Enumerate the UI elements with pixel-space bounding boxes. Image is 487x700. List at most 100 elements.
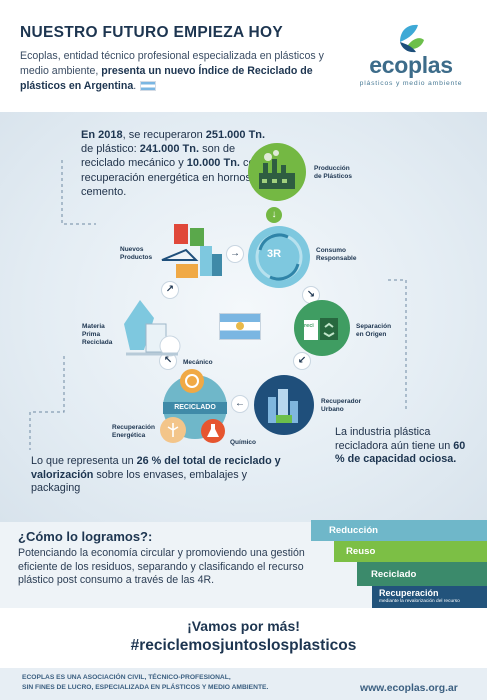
intro-text: Ecoplas, entidad técnico profesional esp… (20, 49, 340, 94)
footer (0, 668, 487, 700)
arrow-up-left-icon: ↖ (160, 353, 176, 369)
label-consumption-l2: Responsable (316, 255, 357, 263)
arrow-left-icon: ← (232, 396, 248, 412)
stat-idle-capacity: La industria plástica recicladora aún ti… (335, 426, 475, 467)
bar-recuperacion-sub: mediante la revalorización del recurso (379, 599, 460, 604)
intro-part1: Ecoplas, entidad técnico profesional esp… (20, 50, 324, 77)
label-consumption: Consumo Responsable (316, 247, 356, 263)
reciclado-label: RECICLADO (174, 404, 216, 411)
energy-circle (160, 417, 186, 443)
label-recovery-l2: Urbano (321, 406, 344, 414)
label-production-l1: Producción (314, 165, 350, 172)
label-recovery: Recuperador Urbano (321, 398, 361, 414)
page-title: NUESTRO FUTURO EMPIEZA HOY (20, 24, 283, 41)
how-title: ¿Cómo lo logramos?: (18, 529, 153, 544)
label-consumption-l1: Consumo (316, 247, 346, 254)
bar-reduccion-label: Reducción (329, 525, 379, 536)
pellets-bottles-icon (124, 300, 181, 357)
stat-top-t2: , se recuperaron (122, 129, 206, 141)
how-text: Potenciando la economía circular y promo… (18, 547, 305, 587)
bar-recuperacion-label: Recuperación (379, 588, 439, 598)
bar-reciclado: Reciclado (357, 562, 487, 586)
label-new-products-l2: Productos (120, 254, 153, 262)
intro-end: . (133, 80, 137, 92)
production-circle (248, 143, 306, 201)
factory-icon (259, 150, 295, 189)
arrow-down-icon: ↓ (266, 207, 282, 223)
label-recovery-l1: Recuperador (321, 398, 362, 405)
arrow-right-icon: → (227, 246, 243, 262)
stat-top-t6: son de reciclado mecánico y (81, 143, 236, 170)
bar-recuperacion: Recuperación mediante la revalorización … (372, 586, 487, 608)
recycling-bins-icon (304, 318, 338, 340)
reci-tag: reci (304, 323, 314, 329)
arrow-up-right-icon: ↗ (162, 282, 178, 298)
recycle-3r-icon (255, 233, 303, 281)
stat-left-t3: sobre los envases, embalajes y packaging (31, 468, 248, 495)
consumption-circle (248, 226, 310, 288)
slogan-section (0, 608, 487, 668)
label-energy-l1: Recuperación (112, 424, 155, 431)
logo-wordmark: ecoplas (369, 52, 453, 78)
intro-bold: presenta un nuevo Índice de Reciclado de… (20, 65, 313, 92)
chemical-circle (201, 419, 225, 443)
ecoplas-logo[interactable]: ecoplas plásticos y medio ambiente (356, 20, 466, 92)
gear-icon (185, 374, 199, 388)
footer-line1: ECOPLAS ES UNA ASOCIACIÓN CIVIL, TÉCNICO… (22, 674, 231, 681)
bar-reuso-label: Reuso (346, 546, 376, 557)
center-3r: 3R (267, 248, 282, 260)
label-energy-l2: Energética (112, 432, 146, 440)
stat-top-total: 251.000 Tn. (205, 129, 266, 141)
slogan-hashtag[interactable]: #reciclemosjuntoslosplasticos (130, 637, 357, 654)
stat-top-mechanical: 241.000 Tn. (139, 143, 200, 156)
stat-right-bold: 60 % de capacidad ociosa. (335, 439, 466, 466)
label-new-products-l1: Nuevos (120, 246, 144, 253)
stat-left-bold: 26 % del total de reciclado y valorizaci… (31, 455, 281, 481)
label-separation: Separación en Origen (356, 323, 391, 339)
label-production-l2: de Plásticos (314, 173, 352, 181)
label-raw-material-l3: Reciclada (82, 339, 113, 347)
wind-energy-icon (167, 423, 179, 437)
label-new-products: Nuevos Productos (120, 246, 152, 262)
stat-top-year: En 2018 (81, 129, 123, 141)
label-mechanical: Mecánico (183, 359, 213, 366)
label-raw-material-l1: Materia (82, 323, 105, 330)
ecoplas-leaf-icon (396, 22, 426, 53)
label-chemical: Químico (230, 439, 257, 446)
footer-description: ECOPLAS ES UNA ASOCIACIÓN CIVIL, TÉCNICO… (22, 673, 322, 692)
stat-top-t4: de plástico: (81, 143, 140, 156)
bar-reciclado-label: Reciclado (371, 569, 417, 580)
bar-reuso: Reuso (334, 541, 487, 562)
slogan-line1: ¡Vamos por más! (187, 618, 300, 634)
label-production: Producción de Plásticos (314, 165, 352, 181)
city-buildings-icon (268, 389, 298, 423)
argentina-flag-icon (140, 81, 157, 92)
footer-line2: SIN FINES DE LUCRO, ESPECIALIZADA EN PLÁ… (22, 683, 269, 691)
argentina-flag-center-icon (219, 313, 261, 340)
label-raw-material: Materia Prima Reciclada (82, 323, 112, 348)
label-energy: Recuperación Energética (112, 424, 155, 440)
logo-tagline: plásticos y medio ambiente (359, 80, 463, 87)
header (0, 0, 487, 112)
plastic-products-icon (161, 224, 222, 278)
stat-right-t1: La industria plástica recicladora aún ti… (335, 426, 454, 452)
recycled-raw-material-illustration (120, 296, 186, 362)
footer-url-link[interactable]: www.ecoplas.org.ar (360, 683, 458, 694)
label-separation-l1: Separación (356, 323, 392, 330)
label-separation-l2: en Origen (356, 331, 387, 339)
label-raw-material-l2: Prima (82, 331, 101, 339)
recovery-circle (254, 375, 314, 435)
stat-recovered-2018: En 2018, se recuperaron 251.000 Tn. de p… (81, 128, 271, 199)
mechanical-circle (180, 369, 204, 393)
stat-recycling-percentage: Lo que representa un 26 % del total de r… (31, 455, 291, 496)
separation-circle (294, 300, 350, 356)
stat-top-energy: 10.000 Tn. (186, 157, 240, 170)
arrow-down-right-icon: ↘ (303, 287, 319, 303)
arrow-down-left-icon: ↙ (294, 353, 310, 369)
flask-icon (207, 424, 219, 437)
stat-left-t1: Lo que representa un (31, 455, 137, 467)
bar-reduccion: Reducción (311, 520, 487, 541)
new-products-illustration (156, 220, 226, 284)
